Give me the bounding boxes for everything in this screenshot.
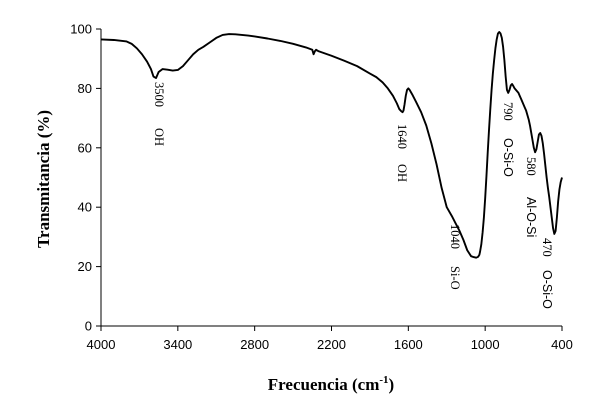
y-tick-label: 80 [78, 81, 92, 96]
x-axis-label: Frecuencia (cm-1) [268, 374, 394, 394]
y-ticks: 0 20 40 60 80 100 [70, 22, 101, 334]
x-tick-label: 1600 [394, 337, 423, 352]
x-tick-label: 1000 [471, 337, 500, 352]
x-ticks: 4000 3400 2800 2200 1600 1000 400 [87, 326, 573, 352]
x-tick-label: 400 [551, 337, 573, 352]
peak-annotation-580: 580 [524, 157, 538, 176]
x-axis-label-main: Frecuencia (cm [268, 375, 380, 394]
peak-annotation-470-o-si-o: O-Si-O [540, 270, 554, 309]
spectrum-line [100, 31, 563, 259]
peak-annotation-3500-oh: OH [152, 128, 166, 146]
y-tick-label: 40 [78, 200, 92, 215]
x-axis-label-superscript: -1 [379, 374, 388, 386]
peak-annotation-1040-si-o: Si-O [448, 266, 462, 290]
y-tick-label: 20 [78, 259, 92, 274]
peak-annotation-1040: 1040 [448, 224, 462, 249]
peak-annotation-1640-oh: OH [395, 164, 409, 182]
peak-annotation-790-o-si-o: O-Si-O [501, 138, 515, 177]
x-tick-label: 2800 [240, 337, 269, 352]
y-tick-label: 0 [85, 319, 92, 334]
x-tick-label: 2200 [317, 337, 346, 352]
x-axis-label-close: ) [389, 375, 395, 394]
x-tick-label: 3400 [163, 337, 192, 352]
y-axis-label: Transmitancia (%) [34, 110, 53, 248]
y-tick-label: 100 [70, 22, 92, 37]
peak-annotation-1640: 1640 [395, 124, 409, 149]
peak-annotations: 3500 OH 1640 OH 1040 Si-O 790 O-Si-O 580… [152, 82, 554, 309]
x-tick-label: 4000 [87, 337, 116, 352]
peak-annotation-790: 790 [501, 102, 515, 121]
peak-annotation-3500: 3500 [152, 82, 166, 107]
peak-annotation-470: 470 [540, 238, 554, 257]
y-tick-label: 60 [78, 140, 92, 155]
peak-annotation-580-al-o-si: Al-O-Si [524, 197, 538, 237]
